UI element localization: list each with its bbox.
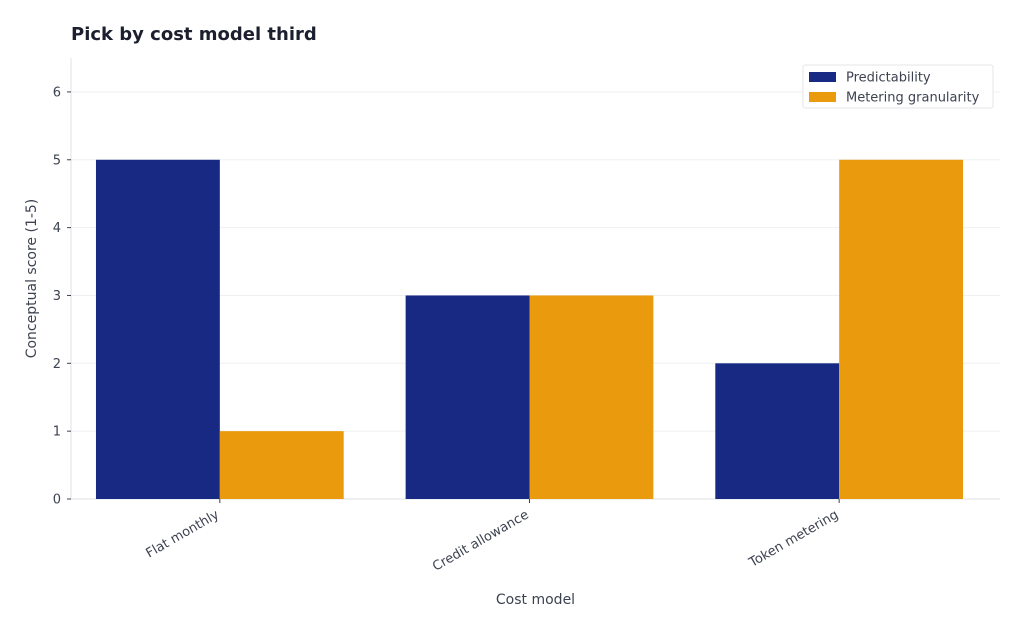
y-axis-label: Conceptual score (1-5) [24,199,40,359]
bar-metering-granularity-flat-monthly [219,431,344,499]
y-tick-label: 4 [53,221,61,236]
x-tick-label: Flat monthly [143,507,222,561]
y-tick-label: 0 [53,493,61,508]
bar-metering-granularity-credit-allowance [529,295,654,499]
bar-predictability-credit-allowance [405,295,530,499]
x-axis-label: Cost model [496,592,575,608]
bar-predictability-flat-monthly [95,159,220,499]
chart-title: Pick by cost model third [71,24,317,45]
bar-metering-granularity-token-metering [839,159,964,499]
legend-box [802,64,994,109]
legend-swatch [809,92,836,102]
y-tick-label: 2 [53,357,61,372]
legend: Predictability Metering granularity [802,64,994,109]
legend-label: Predictability [846,71,931,86]
x-tick-label: Credit allowance [430,507,531,574]
y-axis-ticks: 0 1 2 3 4 5 6 [53,85,71,508]
y-tick-label: 6 [53,85,61,100]
y-tick-label: 5 [53,153,61,168]
x-tick-label: Token metering [746,507,841,571]
bars [95,159,964,499]
legend-label: Metering granularity [846,91,980,106]
x-axis-ticks: Flat monthly Credit allowance Token meteri… [143,499,841,575]
y-tick-label: 1 [53,425,61,440]
bar-predictability-token-metering [715,363,840,499]
legend-swatch [809,72,836,82]
y-tick-label: 3 [53,289,61,304]
